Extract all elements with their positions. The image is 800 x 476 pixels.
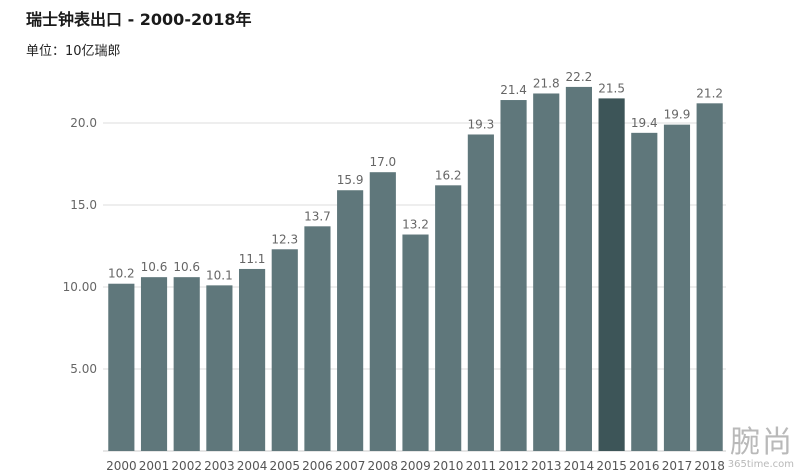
chart-title: 瑞士钟表出口 - 2000-2018年 [26,10,252,29]
value-label-2009: 13.2 [402,218,429,232]
bar-2016 [631,132,658,451]
x-tick-label-2012: 2012 [498,459,529,473]
value-label-2010: 16.2 [435,168,462,182]
value-label-2015: 21.5 [598,81,625,95]
bar-2017 [663,124,691,451]
bar-2012 [500,100,527,451]
x-tick-label-2000: 2000 [106,459,137,473]
value-label-2017: 19.9 [664,108,691,122]
bar-2015 [598,98,625,452]
value-labels: 10.2 10.6 10.6 10.1 11.1 12.3 13.7 15.9 17.0 13.2… [108,70,723,282]
value-label-2018: 21.2 [696,86,723,100]
x-tick-label-2013: 2013 [531,459,562,473]
y-tick-label: 5.00 [70,362,97,376]
value-label-2005: 12.3 [271,232,298,246]
bar-2009 [402,234,429,451]
value-label-2013: 21.8 [533,76,560,90]
value-label-2006: 13.7 [304,209,331,223]
bar-2010 [435,185,462,451]
value-label-2007: 15.9 [337,173,364,187]
value-label-2000: 10.2 [108,267,135,281]
x-tick-label-2004: 2004 [237,459,268,473]
watermark-logo: 腕尚 [730,425,794,460]
x-tick-label-2018: 2018 [694,459,725,473]
bar-2001 [140,277,168,451]
watermark: 腕尚 365time.com [728,426,794,470]
value-label-2008: 17.0 [369,155,396,169]
value-label-2002: 10.6 [173,260,200,274]
x-tick-label-2008: 2008 [368,459,399,473]
x-tick-label-2014: 2014 [564,459,595,473]
x-tick-labels: 2000 2001 2002 2003 2004 2005 2006 2007 2008 2009… [106,459,725,473]
x-tick-label-2017: 2017 [662,459,693,473]
value-label-2014: 22.2 [566,70,593,84]
y-tick-label: 10.00 [63,280,97,294]
value-label-2012: 21.4 [500,83,527,97]
x-tick-label-2006: 2006 [302,459,333,473]
x-tick-label-2009: 2009 [400,459,431,473]
bar-2007 [337,190,364,452]
value-label-2001: 10.6 [141,260,168,274]
bar-2018 [696,103,723,451]
x-tick-label-2003: 2003 [204,459,235,473]
bar-2008 [369,172,396,451]
x-tick-label-2002: 2002 [171,459,202,473]
unit-label: 单位：10亿瑞郎 [26,44,121,59]
x-tick-label-2007: 2007 [335,459,366,473]
bar-2013 [533,93,560,451]
bar-2004 [239,268,266,451]
bar-2006 [304,226,331,451]
bar-2014 [565,86,592,452]
bars [108,86,723,452]
watermark-url: 365time.com [727,459,794,470]
bar-2005 [271,249,298,451]
x-tick-label-2016: 2016 [629,459,660,473]
value-label-2003: 10.1 [206,268,233,282]
bar-2000 [108,283,135,451]
y-tick-labels: 5.00 10.00 15.0 20.0 [63,116,97,376]
x-tick-label-2005: 2005 [269,459,300,473]
y-tick-label: 20.0 [70,116,97,130]
value-label-2011: 19.3 [468,117,495,131]
y-tick-label: 15.0 [70,198,97,212]
x-tick-label-2001: 2001 [139,459,170,473]
bar-2002 [173,277,200,451]
bar-2011 [467,134,494,452]
bar-2003 [206,285,233,451]
x-tick-label-2010: 2010 [433,459,464,473]
x-tick-label-2011: 2011 [466,459,497,473]
value-label-2004: 11.1 [239,252,266,266]
value-label-2016: 19.4 [631,116,658,130]
x-tick-label-2015: 2015 [596,459,627,473]
